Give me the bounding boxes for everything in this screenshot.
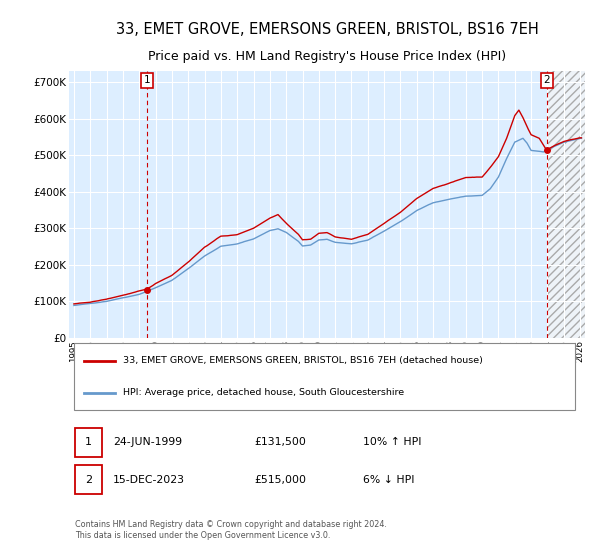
Text: 15-DEC-2023: 15-DEC-2023 — [113, 474, 185, 484]
Text: 10% ↑ HPI: 10% ↑ HPI — [363, 437, 422, 447]
Text: 33, EMET GROVE, EMERSONS GREEN, BRISTOL, BS16 7EH: 33, EMET GROVE, EMERSONS GREEN, BRISTOL,… — [116, 22, 538, 37]
Text: 1: 1 — [144, 76, 151, 86]
FancyBboxPatch shape — [75, 465, 102, 494]
FancyBboxPatch shape — [74, 343, 575, 410]
Text: £131,500: £131,500 — [255, 437, 307, 447]
Text: 6% ↓ HPI: 6% ↓ HPI — [363, 474, 415, 484]
Text: 2: 2 — [544, 76, 550, 86]
Text: 24-JUN-1999: 24-JUN-1999 — [113, 437, 182, 447]
Bar — [547, 71, 585, 338]
Text: 1: 1 — [85, 437, 92, 447]
Text: Contains HM Land Registry data © Crown copyright and database right 2024.
This d: Contains HM Land Registry data © Crown c… — [75, 520, 387, 540]
Text: Price paid vs. HM Land Registry's House Price Index (HPI): Price paid vs. HM Land Registry's House … — [148, 50, 506, 63]
Text: 33, EMET GROVE, EMERSONS GREEN, BRISTOL, BS16 7EH (detached house): 33, EMET GROVE, EMERSONS GREEN, BRISTOL,… — [123, 356, 483, 365]
Text: 2: 2 — [85, 474, 92, 484]
FancyBboxPatch shape — [75, 427, 102, 457]
Text: £515,000: £515,000 — [255, 474, 307, 484]
Text: HPI: Average price, detached house, South Gloucestershire: HPI: Average price, detached house, Sout… — [123, 388, 404, 397]
